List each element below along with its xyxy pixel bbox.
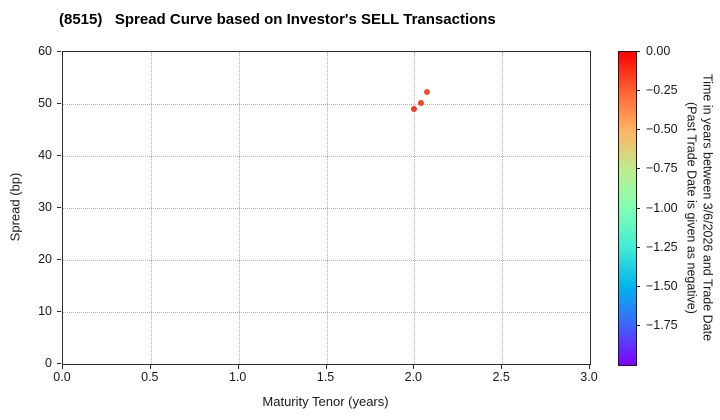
y-tick-label: 0: [45, 356, 52, 370]
colorbar-tick-mark: [636, 168, 640, 170]
horizontal-gridline: [63, 104, 590, 105]
y-tick-label: 10: [38, 304, 52, 318]
x-tick-label: 2.0: [404, 370, 423, 384]
x-tick-mark: [413, 365, 415, 369]
colorbar-tick-mark: [636, 129, 640, 131]
x-axis-label: Maturity Tenor (years): [262, 394, 389, 409]
colorbar-tick-mark: [636, 324, 640, 326]
colorbar-tick-mark: [636, 246, 640, 248]
colorbar-tick-mark: [636, 207, 640, 209]
plot-area: [62, 51, 591, 365]
y-tick-mark: [57, 103, 61, 104]
colorbar-tick-label: 0.00: [646, 44, 671, 58]
y-tick-mark: [57, 207, 61, 208]
x-tick-mark: [237, 365, 239, 369]
y-tick-mark: [57, 363, 61, 364]
x-tick-mark: [325, 365, 327, 369]
data-point: [423, 89, 430, 96]
colorbar-tick-mark: [636, 51, 640, 52]
colorbar-label-line1: Time in years between 3/6/2026 and Trade…: [700, 73, 715, 342]
colorbar-tick-label: −0.25: [646, 83, 678, 98]
horizontal-gridline: [63, 312, 590, 313]
x-tick-mark: [501, 365, 503, 369]
colorbar-tick-label: −1.25: [646, 239, 678, 254]
y-tick-label: 40: [38, 148, 52, 162]
colorbar-tick-label: −1.00: [646, 200, 678, 215]
x-tick-label: 0.5: [141, 370, 159, 384]
chart-title: (8515) Spread Curve based on Investor's …: [59, 11, 496, 28]
x-tick-label: 2.5: [492, 370, 510, 384]
horizontal-gridline: [63, 156, 590, 157]
colorbar: [618, 51, 637, 366]
y-tick-label: 50: [38, 96, 52, 110]
data-point: [411, 106, 418, 113]
colorbar-label-line2: (Past Trade Date is given as negative): [684, 101, 699, 314]
colorbar-tick-label: −0.50: [646, 122, 678, 137]
y-tick-mark: [57, 155, 61, 156]
y-tick-label: 30: [38, 200, 52, 214]
horizontal-gridline: [63, 208, 590, 209]
colorbar-tick-label: −0.75: [646, 161, 678, 176]
x-tick-label: 0.0: [53, 370, 71, 384]
x-tick-mark: [589, 365, 590, 369]
colorbar-tick-mark: [636, 285, 640, 287]
colorbar-tick-mark: [636, 90, 640, 92]
y-tick-label: 20: [38, 252, 52, 266]
y-tick-label: 60: [38, 44, 52, 58]
x-tick-mark: [62, 365, 63, 369]
y-tick-mark: [57, 51, 61, 52]
colorbar-label: Time in years between 3/6/2026 and Trade…: [683, 51, 715, 364]
colorbar-tick-label: −1.75: [646, 317, 678, 332]
x-tick-mark: [149, 365, 151, 369]
y-tick-mark: [57, 311, 61, 312]
x-tick-label: 3.0: [580, 370, 598, 384]
horizontal-gridline: [63, 260, 590, 261]
x-tick-label: 1.5: [316, 370, 335, 384]
y-tick-mark: [57, 259, 61, 260]
colorbar-tick-label: −1.50: [646, 278, 678, 293]
data-point: [418, 99, 425, 106]
x-tick-label: 1.0: [228, 370, 247, 384]
